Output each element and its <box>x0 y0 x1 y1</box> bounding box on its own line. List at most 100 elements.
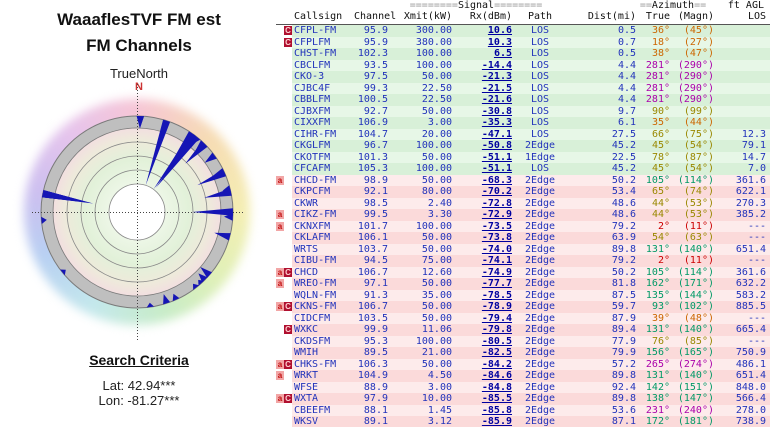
table-row[interactable]: CKPCFM 92.1 80.00 -70.2 2Edge 53.4 65° (74°) 622… <box>276 186 770 198</box>
cell-dist-mi: 59.7 <box>611 301 636 312</box>
cell-true-azimuth: 76° <box>651 335 670 347</box>
table-row[interactable]: CBCLFM 93.5 100.00 -14.4 LOS 4.4 281° (290°) <box>276 59 770 71</box>
table-row[interactable]: CJBC4F 99.3 22.50 -21.5 LOS 4.4 281° (290°) <box>276 82 770 94</box>
cell-channel: 106.7 <box>357 301 388 312</box>
cell-dist-mi: 48.6 <box>611 209 636 220</box>
table-row[interactable]: CIHR-FM 104.7 20.00 -47.1 LOS 27.5 66° (75°) 12.… <box>276 128 770 140</box>
cell-channel: 104.9 <box>357 370 388 381</box>
cell-dist-mi: 63.9 <box>611 232 636 243</box>
table-header-columns: Callsign Channel Xmit(kW) Rx(dBm) Path D… <box>276 11 770 25</box>
cell-ft-agl-los: 665.4 <box>735 324 766 335</box>
table-row[interactable]: CKOTFM 101.3 50.00 -51.1 1Edge 22.5 78° (87°) 14… <box>276 151 770 163</box>
cell-callsign: CBBLFM <box>294 94 331 105</box>
table-row[interactable]: WRTS 103.7 50.00 -74.0 2Edge 89.8 131° (140°) 65… <box>276 243 770 255</box>
table-row[interactable]: CHST-FM 102.3 100.00 6.5 LOS 0.5 38° (47°) <box>276 48 770 60</box>
cell-rx-dbm: -51.1 <box>481 151 512 163</box>
cell-channel: 102.3 <box>357 48 388 59</box>
cell-true-azimuth: 66° <box>651 128 670 140</box>
cell-magnetic-azimuth: (114°) <box>677 266 714 278</box>
table-row[interactable]: C CFPLFM 95.9 380.00 10.3 LOS 0.7 18° (27°) <box>276 36 770 48</box>
cell-magnetic-azimuth: (48°) <box>683 312 714 324</box>
cell-rx-dbm: -78.9 <box>481 301 512 312</box>
table-row[interactable]: CJBXFM 92.7 50.00 -30.8 LOS 9.7 90° (99°) <box>276 105 770 118</box>
cell-callsign: CKNXFM <box>294 220 331 232</box>
cell-callsign: CBCLFM <box>294 59 331 71</box>
badge-slot <box>276 347 284 359</box>
cell-true-azimuth: 78° <box>651 151 670 163</box>
cell-true-azimuth: 281° <box>645 94 670 105</box>
cell-ft-agl-los: --- <box>747 335 766 347</box>
signal-bar <box>218 233 231 241</box>
badge-slot <box>276 59 284 71</box>
cell-true-azimuth: 131° <box>645 370 670 381</box>
table-row[interactable]: a C WXTA 97.9 10.00 -85.5 2Edge 89.8 138° (147°) 5… <box>276 393 770 405</box>
table-row[interactable]: CBEEFM 88.1 1.45 -85.8 2Edge 53.6 231° (240°) 27… <box>276 404 770 416</box>
cell-dist-mi: 89.8 <box>611 370 636 381</box>
badge-slot <box>276 71 284 83</box>
cell-ft-agl-los: 651.4 <box>735 370 766 381</box>
cell-dist-mi: 81.8 <box>611 278 636 289</box>
azimuth-chart <box>32 84 243 340</box>
cell-xmit-kw: 300.00 <box>415 25 452 36</box>
cell-ft-agl-los <box>714 106 766 118</box>
cell-true-azimuth: 131° <box>645 324 670 335</box>
table-row[interactable]: CIXXFM 106.9 3.00 -35.3 LOS 6.1 35° (44°) <box>276 117 770 129</box>
table-row[interactable]: CBBLFM 100.5 22.50 -21.6 LOS 4.4 281° (290°) <box>276 94 770 106</box>
table-row[interactable]: CFCAFM 105.3 100.00 -51.1 LOS 45.2 45° (54°) 7.0 <box>276 163 770 175</box>
table-row[interactable]: CKDSFM 95.3 100.00 -80.5 2Edge 77.9 76° (85°) --… <box>276 335 770 347</box>
cell-magnetic-azimuth: (165°) <box>677 347 714 358</box>
cell-channel: 93.5 <box>363 59 388 71</box>
badge-slot <box>284 243 292 255</box>
cell-dist-mi: 4.4 <box>617 59 636 71</box>
table-row[interactable]: a CKNXFM 101.7 100.00 -73.5 2Edge 79.2 2° (11°) -… <box>276 220 770 232</box>
table-row[interactable]: WMIH 89.5 21.00 -82.5 2Edge 79.9 156° (165°) 750… <box>276 347 770 359</box>
table-row[interactable]: CKLAFM 106.1 50.00 -73.8 2Edge 63.9 54° (63°) --… <box>276 232 770 244</box>
cell-dist-mi: 6.1 <box>617 117 636 128</box>
cell-xmit-kw: 50.00 <box>421 301 452 312</box>
table-row[interactable]: C WXKC 99.9 11.06 -79.8 2Edge 89.4 131° (140°) 66… <box>276 324 770 336</box>
cell-magnetic-azimuth: (75°) <box>683 128 714 140</box>
badge-slot <box>284 174 292 186</box>
table-row[interactable]: C CFPL-FM 95.9 300.00 10.6 LOS 0.5 36° (45°) <box>276 25 770 37</box>
table-row[interactable]: a C CHCD 106.7 12.60 -74.9 2Edge 50.2 105° (114°)… <box>276 266 770 278</box>
cell-path: LOS <box>530 59 550 71</box>
cell-dist-mi: 89.4 <box>611 324 636 335</box>
table-row[interactable]: a C CKNS-FM 106.7 50.00 -78.9 2Edge 59.7 93° (102… <box>276 301 770 313</box>
table-row[interactable]: a CHCD-FM 98.9 50.00 -68.3 2Edge 50.2 105° (114°… <box>276 174 770 186</box>
signal-bar <box>42 190 89 203</box>
adjacent-flag-badge: a <box>276 358 284 370</box>
cell-ft-agl-los <box>714 71 766 83</box>
table-row[interactable]: a CIKZ-FM 99.5 3.30 -72.9 2Edge 48.6 44° (53°) 38… <box>276 209 770 221</box>
table-row[interactable]: CKO-3 97.5 50.00 -21.3 LOS 4.4 281° (290°) <box>276 71 770 83</box>
signal-bar <box>60 269 66 276</box>
page-subtitle: FM Channels <box>86 36 192 55</box>
cell-channel: 92.1 <box>363 186 388 197</box>
co-channel-flag-badge: C <box>284 358 292 370</box>
table-row[interactable]: CIDCFM 103.5 50.00 -79.4 2Edge 87.9 39° (48°) --… <box>276 312 770 324</box>
table-row[interactable]: WQLN-FM 91.3 35.00 -78.5 2Edge 87.5 135° (144°)… <box>276 289 770 301</box>
signal-bar <box>204 152 217 163</box>
cell-xmit-kw: 100.00 <box>415 220 452 232</box>
cell-channel: 99.3 <box>363 82 388 94</box>
cell-rx-dbm: -84.6 <box>481 370 512 381</box>
cell-path: 2Edge <box>524 174 556 186</box>
cell-true-azimuth: 90° <box>651 105 670 117</box>
cell-callsign: CIBU-FM <box>294 255 337 266</box>
table-row[interactable]: a WRKT 104.9 4.50 -84.6 2Edge 89.8 131° (140°) 65… <box>276 370 770 382</box>
badge-slot <box>276 416 284 427</box>
table-row[interactable]: CKGLFM 96.7 100.00 -50.8 2Edge 45.2 45° (54°) 79… <box>276 140 770 152</box>
col-header-los: LOS <box>747 11 766 22</box>
table-row[interactable]: CKWR 98.5 2.40 -72.8 2Edge 48.6 44° (53°) 270.3 <box>276 197 770 209</box>
cell-path: 2Edge <box>524 197 556 209</box>
cell-xmit-kw: 100.00 <box>415 335 452 347</box>
table-row[interactable]: CIBU-FM 94.5 75.00 -74.1 2Edge 79.2 2° (11°) --- <box>276 255 770 267</box>
table-row[interactable]: a C CHKS-FM 106.3 50.00 -84.2 2Edge 57.2 265° (27… <box>276 358 770 370</box>
cell-magnetic-azimuth: (151°) <box>677 381 714 393</box>
table-row[interactable]: WFSE 88.9 3.00 -84.8 2Edge 92.4 142° (151°) 848.… <box>276 381 770 393</box>
table-row[interactable]: WKSV 89.1 3.12 -85.9 2Edge 87.1 172° (181°) 738.… <box>276 416 770 427</box>
cell-dist-mi: 0.7 <box>617 36 636 48</box>
cell-dist-mi: 22.5 <box>611 151 636 163</box>
cell-rx-dbm: -68.3 <box>481 174 512 186</box>
table-row[interactable]: a WREO-FM 97.1 50.00 -77.7 2Edge 81.8 162° (171°… <box>276 278 770 290</box>
search-latitude: Lat: 42.94*** <box>102 378 176 393</box>
